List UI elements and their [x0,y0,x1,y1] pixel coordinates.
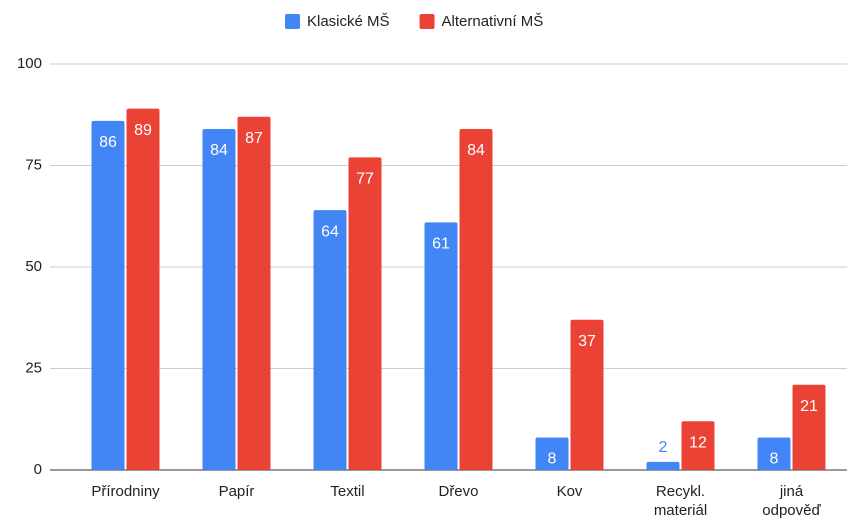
bar [126,108,160,470]
data-label: 89 [134,122,152,139]
data-label: 84 [210,142,228,159]
y-tick-label: 25 [25,359,42,376]
bar [459,128,493,470]
x-tick-label: Dřevo [438,483,478,500]
x-tick-label: Přírodniny [91,483,160,500]
x-tick-label: jiná odpověď [762,483,821,519]
data-label: 21 [800,398,818,415]
x-tick-line: materiál [654,502,707,519]
bar [237,116,271,470]
y-tick-label: 0 [34,461,42,478]
legend-label: Alternativní MŠ [442,13,544,30]
data-label: 2 [659,439,668,456]
bar [646,461,680,470]
data-label: 84 [467,142,485,159]
data-label: 12 [689,434,707,451]
x-tick-label: Papír [219,483,255,500]
x-tick-line: odpověď [762,502,821,519]
data-label: 8 [770,451,779,468]
bar [570,319,604,470]
x-tick-label: Textil [330,483,364,500]
bar [424,222,458,470]
x-tick-label: Recykl. materiál [654,483,707,519]
y-tick-label: 50 [25,258,42,275]
data-label: 86 [99,134,117,151]
legend-swatch [419,14,435,29]
bar [91,120,125,470]
x-tick-label: Kov [557,483,583,500]
bar [535,437,569,470]
bar [792,384,826,470]
bar [681,421,715,470]
data-label: 61 [432,236,450,253]
bar [757,437,791,470]
data-label: 87 [245,130,263,147]
y-tick-label: 100 [17,55,42,72]
bar [348,157,382,470]
x-tick-line: Recykl. [656,483,705,500]
data-label: 37 [578,333,596,350]
bar [313,210,347,470]
data-label: 77 [356,171,374,188]
y-tick-label: 75 [25,156,42,173]
legend-label: Klasické MŠ [307,13,390,30]
data-label: 8 [548,451,557,468]
data-label: 64 [321,223,339,240]
x-tick-line: jiná [779,483,804,500]
bar [202,128,236,470]
legend-swatch [285,14,300,29]
